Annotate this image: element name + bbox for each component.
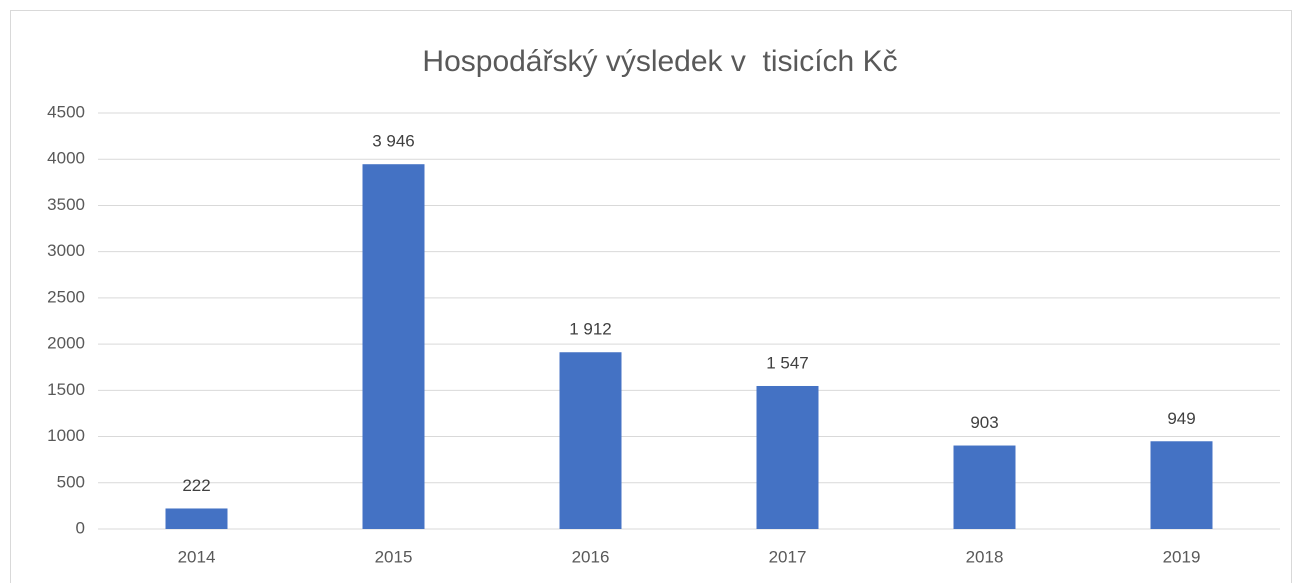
- x-tick-label: 2015: [375, 547, 413, 566]
- y-tick-label: 2000: [47, 334, 85, 353]
- bar: [953, 445, 1016, 529]
- bar: [1150, 441, 1213, 529]
- x-tick-label: 2018: [966, 547, 1004, 566]
- chart-title: Hospodářský výsledek v tisicích Kč: [422, 45, 897, 78]
- data-label: 1 547: [766, 353, 809, 372]
- x-tick-label: 2014: [178, 547, 216, 566]
- data-label: 903: [970, 413, 998, 432]
- x-tick-label: 2017: [769, 547, 807, 566]
- bar: [362, 164, 425, 529]
- y-tick-label: 3000: [47, 241, 85, 260]
- y-tick-label: 1000: [47, 426, 85, 445]
- y-tick-label: 4000: [47, 149, 85, 168]
- bar: [756, 385, 819, 529]
- data-label: 1 912: [569, 320, 612, 339]
- data-label: 222: [182, 476, 210, 495]
- bar: [165, 508, 228, 529]
- y-tick-label: 2500: [47, 287, 85, 306]
- x-tick-label: 2019: [1163, 547, 1201, 566]
- y-tick-label: 1500: [47, 380, 85, 399]
- x-tick-label: 2016: [572, 547, 610, 566]
- chart-border: [10, 10, 1292, 583]
- y-tick-label: 3500: [47, 195, 85, 214]
- data-label: 3 946: [372, 132, 415, 151]
- data-label: 949: [1167, 409, 1195, 428]
- y-tick-label: 4500: [47, 102, 85, 121]
- y-tick-label: 0: [76, 518, 85, 537]
- y-tick-label: 500: [57, 472, 85, 491]
- bar: [559, 352, 622, 529]
